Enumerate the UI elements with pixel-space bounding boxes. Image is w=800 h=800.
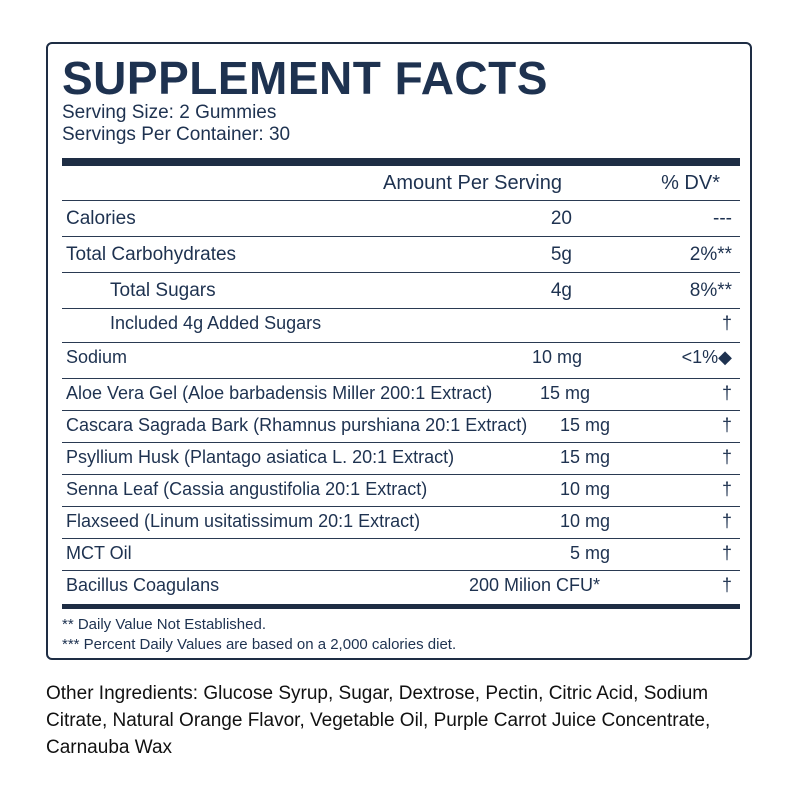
nutrient-amount: 10 mg xyxy=(559,479,610,499)
nutrient-name: Cascara Sagrada Bark (Rhamnus purshiana … xyxy=(66,415,528,435)
table-row: Included 4g Added Sugars † xyxy=(62,308,740,342)
dv-column-header: % DV* xyxy=(661,172,720,194)
table-row: Bacillus Coagulans 200 Milion CFU* † xyxy=(62,570,740,602)
nutrient-amount: 5g xyxy=(550,244,572,265)
nutrient-dv: † xyxy=(721,313,732,333)
nutrient-name: Total Carbohydrates xyxy=(66,244,237,265)
nutrient-name: Bacillus Coagulans xyxy=(66,575,220,595)
table-row: Psyllium Husk (Plantago asiatica L. 20:1… xyxy=(62,442,740,474)
nutrient-name: Psyllium Husk (Plantago asiatica L. 20:1… xyxy=(66,447,455,467)
column-header-row: Amount Per Serving % DV* xyxy=(62,168,740,200)
nutrient-amount: 5 mg xyxy=(569,543,610,563)
nutrient-name: Calories xyxy=(66,208,136,229)
nutrient-dv: † xyxy=(721,415,732,435)
nutrient-dv: † xyxy=(721,447,732,467)
table-row: Calories 20 --- xyxy=(62,200,740,236)
nutrient-table: Calories 20 --- Total Carbohydrates 5g 2… xyxy=(62,200,740,602)
nutrient-dv: † xyxy=(721,575,732,595)
nutrient-amount: 20 xyxy=(550,208,572,229)
nutrient-amount: 15 mg xyxy=(559,415,610,435)
bottom-divider xyxy=(62,604,740,609)
table-row: Flaxseed (Linum usitatissimum 20:1 Extra… xyxy=(62,506,740,538)
nutrient-name: MCT Oil xyxy=(66,543,132,563)
table-row: Total Sugars 4g 8%** xyxy=(62,272,740,308)
nutrient-amount: 200 Milion CFU* xyxy=(468,575,600,595)
nutrient-amount: 10 mg xyxy=(531,347,582,367)
footnote: *** Percent Daily Values are based on a … xyxy=(62,636,457,653)
serving-size: Serving Size: 2 Gummies xyxy=(62,102,277,123)
top-divider xyxy=(62,158,740,166)
nutrient-dv: <1%◆ xyxy=(681,347,732,367)
nutrient-name: Senna Leaf (Cassia angustifolia 20:1 Ext… xyxy=(66,479,428,499)
nutrient-name: Total Sugars xyxy=(110,280,216,301)
nutrient-amount: 15 mg xyxy=(539,383,590,403)
panel-title: SUPPLEMENT FACTS xyxy=(62,52,548,104)
nutrient-dv: † xyxy=(721,479,732,499)
nutrient-amount: 10 mg xyxy=(559,511,610,531)
footnote: ** Daily Value Not Established. xyxy=(62,616,266,633)
nutrient-name: Included 4g Added Sugars xyxy=(110,313,322,333)
nutrient-name: Sodium xyxy=(66,347,128,367)
table-row: Senna Leaf (Cassia angustifolia 20:1 Ext… xyxy=(62,474,740,506)
nutrient-name: Aloe Vera Gel (Aloe barbadensis Miller 2… xyxy=(66,383,493,403)
table-row: MCT Oil 5 mg † xyxy=(62,538,740,570)
table-row: Aloe Vera Gel (Aloe barbadensis Miller 2… xyxy=(62,378,740,410)
nutrient-dv: † xyxy=(721,511,732,531)
other-ingredients: Other Ingredients: Glucose Syrup, Sugar,… xyxy=(46,683,711,758)
nutrient-dv: 2%** xyxy=(689,244,732,265)
table-row: Cascara Sagrada Bark (Rhamnus purshiana … xyxy=(62,410,740,442)
amount-column-header: Amount Per Serving xyxy=(383,172,562,194)
table-row: Total Carbohydrates 5g 2%** xyxy=(62,236,740,272)
nutrient-amount: 4g xyxy=(550,280,572,301)
table-row: Sodium 10 mg <1%◆ xyxy=(62,342,740,378)
nutrient-name: Flaxseed (Linum usitatissimum 20:1 Extra… xyxy=(66,511,421,531)
nutrient-dv: --- xyxy=(713,208,732,229)
nutrient-amount: 15 mg xyxy=(559,447,610,467)
nutrient-dv: † xyxy=(721,543,732,563)
nutrient-dv: 8%** xyxy=(689,280,732,301)
supplement-facts-panel: SUPPLEMENT FACTS Serving Size: 2 Gummies… xyxy=(46,42,752,660)
nutrient-dv: † xyxy=(721,383,732,403)
servings-per-container: Servings Per Container: 30 xyxy=(62,124,291,145)
